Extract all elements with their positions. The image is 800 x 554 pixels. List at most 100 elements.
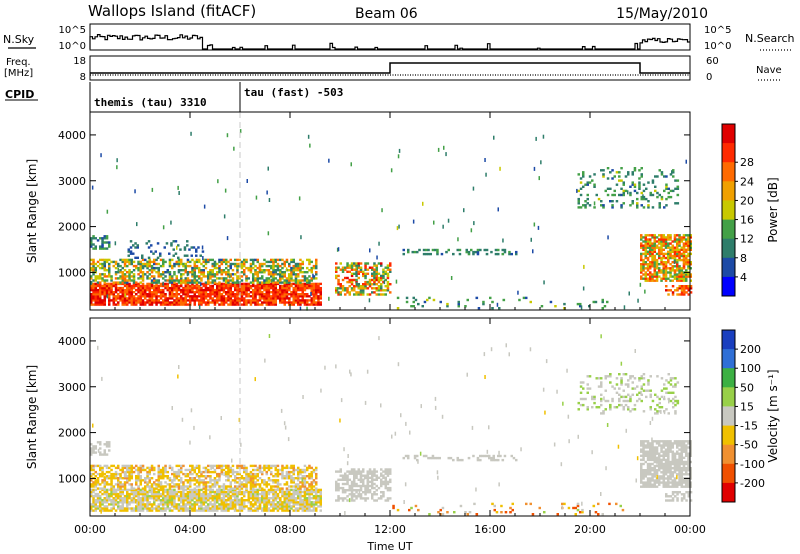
heatmap-cell (92, 266, 95, 270)
heatmap-cell (308, 258, 311, 262)
heatmap-cell (651, 179, 655, 182)
heatmap-cell (355, 272, 358, 275)
heatmap-cell (137, 277, 140, 280)
heatmap-cell (254, 295, 257, 298)
heatmap-cell (218, 288, 221, 292)
heatmap-cell (671, 240, 674, 243)
heatmap-cell (270, 299, 273, 302)
heatmap-cell (473, 221, 475, 226)
heatmap-cell (207, 288, 210, 292)
heatmap-cell (234, 303, 237, 306)
heatmap-cell (357, 264, 360, 267)
heatmap-cell (290, 507, 293, 510)
heatmap-cell (653, 238, 656, 241)
heatmap-cell (299, 288, 302, 292)
heatmap-cell (148, 282, 151, 286)
heatmap-cell (580, 305, 583, 310)
heatmap-cell (195, 509, 199, 512)
heatmap-cell (171, 266, 174, 270)
heatmap-cell (126, 490, 129, 494)
heatmap-cell (671, 269, 674, 272)
heatmap-cell (288, 297, 291, 300)
heatmap-cell (299, 503, 302, 506)
heatmap-cell (247, 295, 250, 298)
heatmap-cell (130, 297, 133, 300)
heatmap-cell (660, 240, 663, 243)
heatmap-cell (119, 286, 122, 290)
heatmap-cell (364, 476, 367, 479)
heatmap-cell (315, 481, 318, 484)
heatmap-cell (112, 507, 115, 510)
heatmap-cell (439, 508, 442, 512)
heatmap-cell (200, 299, 203, 302)
heatmap-cell (105, 490, 109, 494)
heatmap-cell (126, 281, 129, 284)
heatmap-cell (642, 252, 645, 256)
heatmap-cell (137, 472, 140, 476)
heatmap-cell (303, 464, 307, 468)
heatmap-cell (606, 193, 610, 197)
heatmap-cell (308, 275, 311, 278)
heatmap-cell (226, 133, 229, 138)
heatmap-cell (285, 509, 289, 512)
heatmap-cell (123, 303, 127, 306)
heatmap-cell (105, 291, 109, 294)
heatmap-cell (658, 234, 661, 237)
heatmap-cell (99, 275, 102, 278)
heatmap-cell (198, 305, 201, 309)
heatmap-cell (274, 277, 277, 280)
heatmap-cell (198, 501, 201, 504)
heatmap-cell (195, 286, 199, 290)
heatmap-cell (234, 481, 237, 484)
heatmap-cell (96, 499, 100, 502)
heatmap-cell (366, 474, 370, 477)
heatmap-cell (382, 474, 385, 477)
heatmap-cell (301, 501, 304, 504)
heatmap-cell (508, 250, 511, 254)
heatmap-cell (261, 295, 264, 298)
heatmap-cell (312, 485, 316, 488)
heatmap-cell (285, 470, 289, 474)
heatmap-cell (656, 191, 659, 195)
heatmap-cell (281, 507, 284, 510)
heatmap-cell (162, 288, 165, 292)
heatmap-cell (99, 505, 102, 508)
heatmap-cell (114, 472, 118, 476)
heatmap-cell (204, 507, 208, 510)
heatmap-cell (166, 299, 169, 302)
heatmap-cell (658, 252, 661, 256)
heatmap-cell (261, 497, 264, 500)
heatmap-cell (577, 189, 580, 193)
heatmap-cell (150, 299, 154, 302)
heatmap-cell (132, 301, 136, 304)
heatmap-cell (141, 501, 145, 504)
heatmap-cell (103, 260, 106, 264)
heatmap-cell (240, 264, 244, 268)
heatmap-cell (153, 468, 156, 472)
heatmap-cell (164, 297, 167, 300)
heatmap-cell (594, 300, 598, 304)
heatmap-cell (642, 261, 645, 264)
heatmap-cell (631, 171, 634, 174)
heatmap-cell (655, 265, 659, 268)
heatmap-cell (653, 269, 656, 272)
heatmap-cell (207, 507, 210, 510)
heatmap-cell (126, 475, 129, 478)
heatmap-cell (297, 507, 300, 510)
heatmap-cell (240, 266, 244, 270)
heatmap-cell (216, 301, 219, 304)
heatmap-cell (600, 412, 603, 415)
heatmap-cell (189, 479, 192, 482)
heatmap-cell (155, 487, 158, 490)
heatmap-cell (272, 303, 275, 306)
heatmap-cell (272, 488, 275, 492)
heatmap-cell (101, 239, 104, 242)
heatmap-cell (384, 486, 387, 490)
heatmap-cell (121, 303, 124, 306)
heatmap-cell (137, 505, 140, 508)
heatmap-cell (438, 456, 441, 460)
heatmap-cell (622, 193, 625, 197)
heatmap-cell (204, 288, 208, 292)
heatmap-cell (664, 269, 668, 272)
heatmap-cell (105, 505, 109, 508)
